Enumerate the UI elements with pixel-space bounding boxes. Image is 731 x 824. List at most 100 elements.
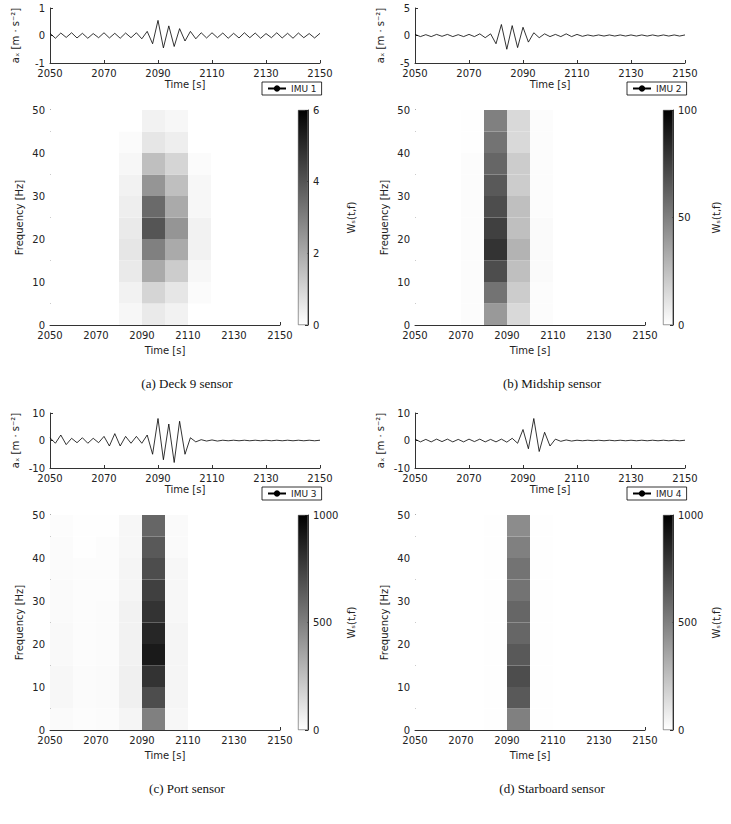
svg-text:2050: 2050: [402, 473, 427, 484]
svg-text:2050: 2050: [402, 735, 427, 746]
svg-text:aₓ [m · s⁻²]: aₓ [m · s⁻²]: [375, 8, 386, 63]
svg-text:2090: 2090: [145, 473, 170, 484]
svg-text:0: 0: [678, 725, 684, 736]
svg-text:2150: 2150: [307, 68, 332, 79]
svg-text:IMU 2: IMU 2: [656, 84, 682, 94]
svg-text:10: 10: [397, 408, 410, 419]
svg-text:Frequency [Hz]: Frequency [Hz]: [379, 585, 390, 661]
svg-text:2130: 2130: [618, 473, 643, 484]
svg-text:10: 10: [397, 682, 410, 693]
svg-text:2070: 2070: [448, 330, 473, 341]
svg-text:2050: 2050: [37, 330, 62, 341]
svg-text:2090: 2090: [129, 330, 154, 341]
svg-text:2150: 2150: [267, 330, 292, 341]
svg-text:10: 10: [32, 682, 45, 693]
svg-text:2110: 2110: [540, 330, 565, 341]
svg-text:2130: 2130: [618, 68, 643, 79]
svg-text:2130: 2130: [586, 330, 611, 341]
svg-text:2050: 2050: [402, 68, 427, 79]
svg-text:20: 20: [397, 639, 410, 650]
svg-text:20: 20: [32, 234, 45, 245]
svg-text:1: 1: [39, 3, 45, 14]
svg-text:2070: 2070: [83, 735, 108, 746]
svg-text:4: 4: [313, 176, 319, 187]
svg-text:2110: 2110: [175, 330, 200, 341]
svg-text:2130: 2130: [586, 735, 611, 746]
svg-text:20: 20: [397, 234, 410, 245]
svg-text:0: 0: [313, 320, 319, 331]
svg-text:2070: 2070: [91, 68, 116, 79]
svg-text:2150: 2150: [672, 68, 697, 79]
svg-text:Time [s]: Time [s]: [164, 484, 206, 495]
svg-text:Time [s]: Time [s]: [509, 345, 551, 356]
svg-text:2150: 2150: [307, 473, 332, 484]
svg-text:50: 50: [678, 212, 691, 223]
svg-text:0: 0: [39, 30, 45, 41]
svg-text:0: 0: [313, 725, 319, 736]
svg-text:2: 2: [313, 248, 319, 259]
svg-text:50: 50: [32, 105, 45, 116]
svg-text:30: 30: [32, 596, 45, 607]
svg-text:IMU 4: IMU 4: [656, 489, 682, 499]
svg-text:0: 0: [678, 320, 684, 331]
svg-text:40: 40: [397, 148, 410, 159]
svg-text:500: 500: [313, 617, 332, 628]
svg-text:1000: 1000: [313, 510, 338, 521]
svg-text:2130: 2130: [253, 473, 278, 484]
svg-text:10: 10: [32, 408, 45, 419]
svg-text:0: 0: [39, 435, 45, 446]
svg-text:aₓ [m · s⁻²]: aₓ [m · s⁻²]: [10, 8, 21, 63]
svg-text:aₓ [m · s⁻²]: aₓ [m · s⁻²]: [375, 413, 386, 468]
svg-text:10: 10: [397, 277, 410, 288]
svg-text:2070: 2070: [448, 735, 473, 746]
svg-text:2150: 2150: [672, 473, 697, 484]
svg-text:10: 10: [32, 277, 45, 288]
svg-text:(c) Port sensor: (c) Port sensor: [149, 781, 225, 796]
svg-text:Frequency [Hz]: Frequency [Hz]: [14, 585, 25, 661]
svg-text:2070: 2070: [456, 473, 481, 484]
svg-text:2090: 2090: [494, 330, 519, 341]
svg-text:Frequency [Hz]: Frequency [Hz]: [379, 180, 390, 256]
svg-text:2110: 2110: [540, 735, 565, 746]
svg-text:Frequency [Hz]: Frequency [Hz]: [14, 180, 25, 256]
svg-text:Wₛ(t,f): Wₛ(t,f): [711, 201, 722, 233]
svg-text:50: 50: [397, 510, 410, 521]
svg-text:2090: 2090: [510, 473, 535, 484]
svg-text:Time [s]: Time [s]: [164, 79, 206, 90]
svg-text:50: 50: [397, 105, 410, 116]
svg-text:Wₛ(t,f): Wₛ(t,f): [346, 606, 357, 638]
svg-text:Time [s]: Time [s]: [529, 79, 571, 90]
svg-text:Wₛ(t,f): Wₛ(t,f): [346, 201, 357, 233]
svg-text:2050: 2050: [402, 330, 427, 341]
svg-text:2110: 2110: [564, 473, 589, 484]
svg-text:2110: 2110: [564, 68, 589, 79]
svg-text:(a) Deck 9 sensor: (a) Deck 9 sensor: [141, 376, 233, 391]
svg-text:2090: 2090: [129, 735, 154, 746]
svg-text:1000: 1000: [678, 510, 703, 521]
svg-text:2070: 2070: [83, 330, 108, 341]
svg-text:2110: 2110: [199, 473, 224, 484]
svg-text:2130: 2130: [221, 330, 246, 341]
svg-text:Time [s]: Time [s]: [509, 750, 551, 761]
svg-text:Time [s]: Time [s]: [144, 345, 186, 356]
svg-text:50: 50: [32, 510, 45, 521]
svg-text:2110: 2110: [175, 735, 200, 746]
svg-text:40: 40: [397, 553, 410, 564]
svg-text:2090: 2090: [510, 68, 535, 79]
svg-text:2090: 2090: [494, 735, 519, 746]
svg-text:30: 30: [397, 596, 410, 607]
svg-text:2130: 2130: [253, 68, 278, 79]
svg-text:40: 40: [32, 553, 45, 564]
svg-text:5: 5: [404, 3, 410, 14]
svg-text:2150: 2150: [632, 330, 657, 341]
svg-text:aₓ [m · s⁻²]: aₓ [m · s⁻²]: [10, 413, 21, 468]
svg-text:2110: 2110: [199, 68, 224, 79]
svg-text:0: 0: [404, 435, 410, 446]
svg-text:2050: 2050: [37, 735, 62, 746]
svg-text:IMU 1: IMU 1: [291, 84, 317, 94]
svg-text:2130: 2130: [221, 735, 246, 746]
svg-text:2070: 2070: [456, 68, 481, 79]
svg-text:2050: 2050: [37, 473, 62, 484]
svg-text:2090: 2090: [145, 68, 170, 79]
svg-text:2070: 2070: [91, 473, 116, 484]
